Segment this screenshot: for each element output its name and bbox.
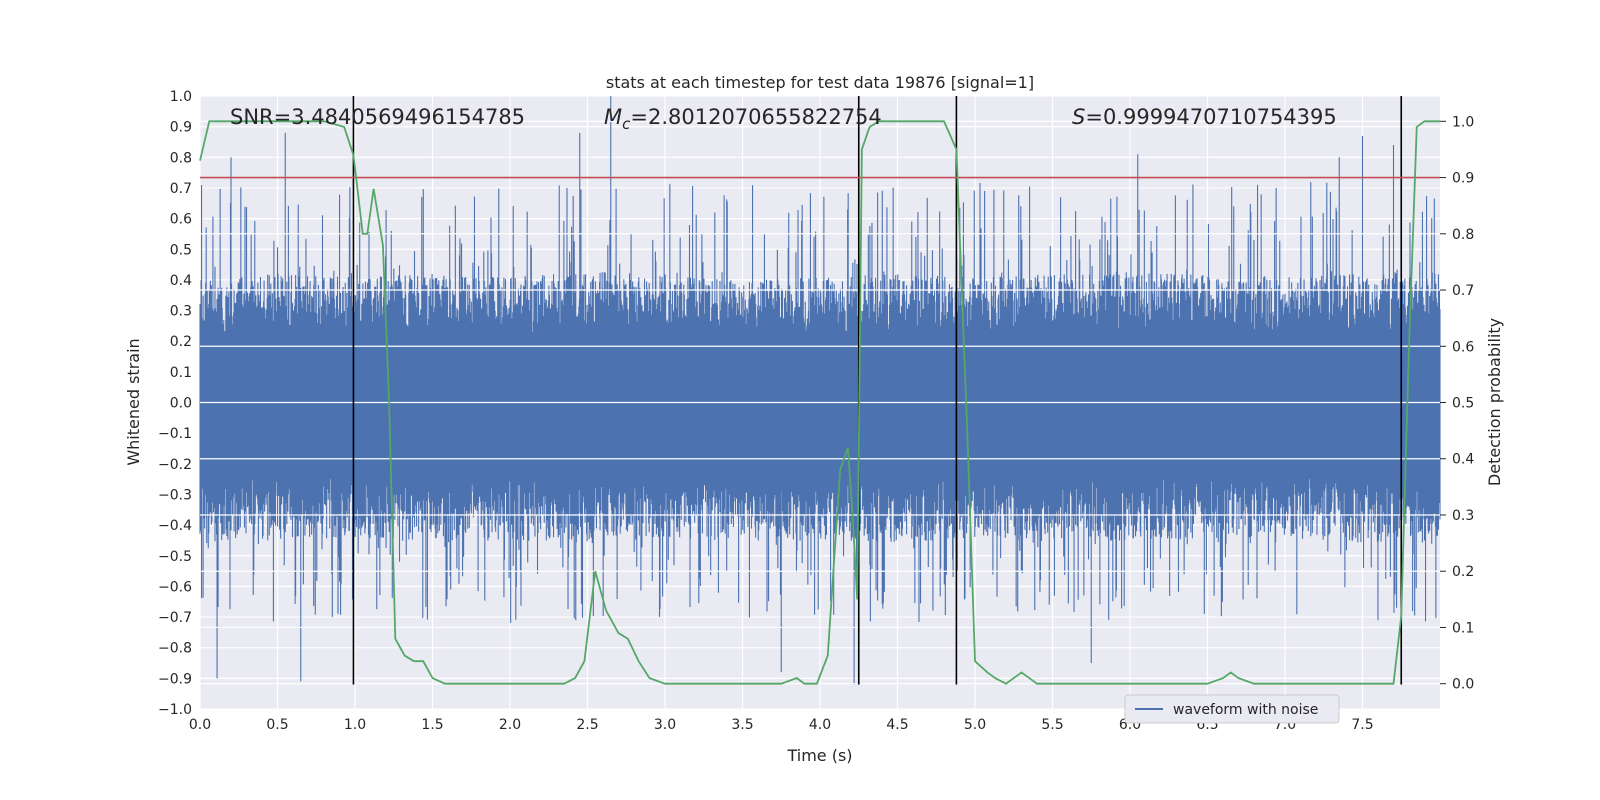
x-tick-label: 0.5 — [266, 717, 288, 733]
x-tick-label: 0.0 — [189, 717, 211, 733]
y-tick-label: −0.2 — [158, 457, 192, 473]
probability-series — [199, 120, 1440, 685]
y-tick-label: −0.5 — [158, 549, 192, 565]
x-tick-label: 5.5 — [1041, 717, 1063, 733]
legend-box — [1124, 694, 1340, 724]
mc-annotation: Mc=2.8012070655822754 — [604, 105, 882, 133]
y2-tick-label: 0.4 — [1452, 452, 1474, 468]
x-tick-label: 1.5 — [421, 717, 443, 733]
y-tick-label: −0.9 — [158, 671, 192, 687]
y2-tick-label: 1.0 — [1452, 114, 1474, 130]
y-tick-label: 0.7 — [170, 181, 192, 197]
x-tick-label: 2.0 — [499, 717, 521, 733]
y2-tick-label: 0.0 — [1452, 677, 1474, 693]
y2-tick-label: 0.3 — [1452, 508, 1474, 524]
y-tick-label: −0.1 — [158, 426, 192, 442]
x-tick-label: 5.0 — [964, 717, 986, 733]
y-axis-ticks: 1.0 0.9 0.8 0.7 0.6 0.5 0.4 0.3 0.2 0.1 0.0 −0.1 −0.… — [158, 89, 192, 718]
y-tick-label: −0.8 — [158, 641, 192, 657]
y2-tick-label: 0.6 — [1452, 339, 1474, 355]
y2-tick-label: 0.5 — [1452, 396, 1474, 412]
y-tick-label: 0.4 — [170, 273, 192, 289]
y-tick-label: 0.0 — [170, 396, 192, 412]
chart-title: stats at each timestep for test data 198… — [606, 73, 1034, 92]
mc-symbol: M — [604, 105, 622, 129]
x-tick-label: 4.5 — [886, 717, 908, 733]
x-tick-label: 7.5 — [1351, 717, 1373, 733]
y-tick-label: 0.1 — [170, 365, 192, 381]
detection-probability-line — [199, 120, 1440, 685]
y-tick-label: 1.0 — [170, 89, 192, 105]
y2-tick-label: 0.2 — [1452, 564, 1474, 580]
x-tick-label: 4.0 — [809, 717, 831, 733]
y-tick-label: −1.0 — [158, 702, 192, 718]
y2-axis-ticks: 1.0 0.9 0.8 0.7 0.6 0.5 0.4 0.3 0.2 0.1 0.0 — [1440, 114, 1474, 693]
s-value: =0.9999470710754395 — [1085, 105, 1336, 129]
y-tick-label: −0.7 — [158, 610, 192, 626]
y-tick-label: 0.3 — [170, 304, 192, 320]
legend-entry-waveform: waveform with noise — [1173, 702, 1318, 718]
y-tick-label: 0.9 — [170, 120, 192, 136]
y2-tick-label: 0.8 — [1452, 227, 1474, 243]
x-tick-label: 1.0 — [344, 717, 366, 733]
y-tick-label: 0.5 — [170, 242, 192, 258]
s-symbol: S — [1072, 105, 1085, 129]
mc-subscript: c — [622, 115, 631, 133]
x-axis-label: Time (s) — [786, 746, 852, 765]
s-annotation: S=0.9999470710754395 — [1072, 105, 1337, 129]
legend: waveform with noise — [1124, 694, 1340, 724]
y2-axis-label: Detection probability — [1485, 318, 1504, 486]
y-tick-label: 0.8 — [170, 150, 192, 166]
y-tick-label: 0.2 — [170, 334, 192, 350]
y-tick-label: −0.3 — [158, 487, 192, 503]
y-axis-label: Whitened strain — [124, 338, 143, 465]
y2-tick-label: 0.1 — [1452, 620, 1474, 636]
x-tick-label: 2.5 — [576, 717, 598, 733]
y-tick-label: −0.6 — [158, 579, 192, 595]
snr-annotation: SNR=3.4840569496154785 — [230, 105, 525, 129]
x-tick-label: 3.0 — [654, 717, 676, 733]
mc-value: =2.8012070655822754 — [630, 105, 881, 129]
y2-tick-label: 0.7 — [1452, 283, 1474, 299]
y2-tick-label: 0.9 — [1452, 171, 1474, 187]
x-tick-label: 3.5 — [731, 717, 753, 733]
y-tick-label: −0.4 — [158, 518, 192, 534]
y-tick-label: 0.6 — [170, 212, 192, 228]
